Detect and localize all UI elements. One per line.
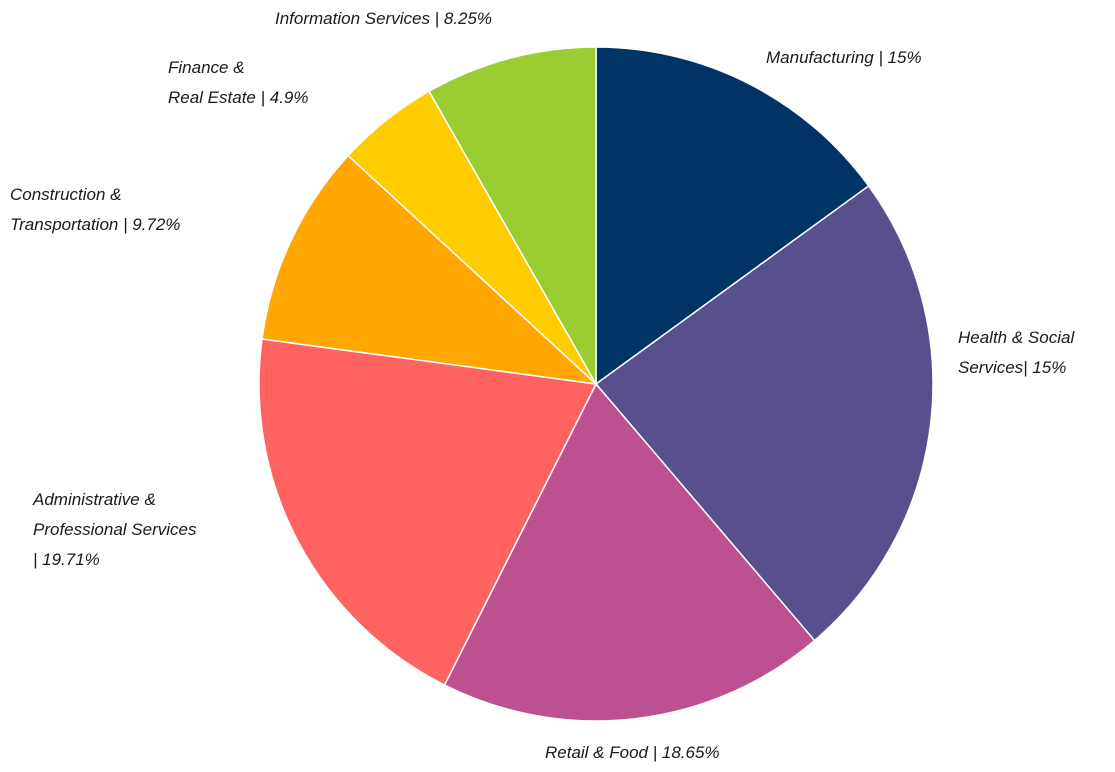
pie-slice-health-social-services (594, 184, 934, 642)
pie-slice-administrative-professional-services (258, 338, 598, 687)
slice-label-health-social-services: Health & Social Services| 15% (958, 328, 1075, 377)
slice-label-administrative-professional-services: Administrative & Professional Services |… (33, 490, 197, 569)
slice-label-retail-food: Retail & Food | 18.65% (545, 743, 720, 762)
slice-label-manufacturing: Manufacturing | 15% (766, 48, 922, 67)
pie-slice-retail-food (443, 382, 816, 722)
pie-slice-information-services (428, 46, 597, 387)
slice-label-finance-real-estate: Finance & Real Estate | 4.9% (168, 58, 309, 107)
pie-slice-construction-transportation (261, 154, 599, 386)
pie-slice-manufacturing (595, 46, 870, 386)
slice-label-information-services: Information Services | 8.25% (275, 9, 493, 28)
slice-label-construction-transportation: Construction & Transportation | 9.72% (10, 185, 181, 234)
